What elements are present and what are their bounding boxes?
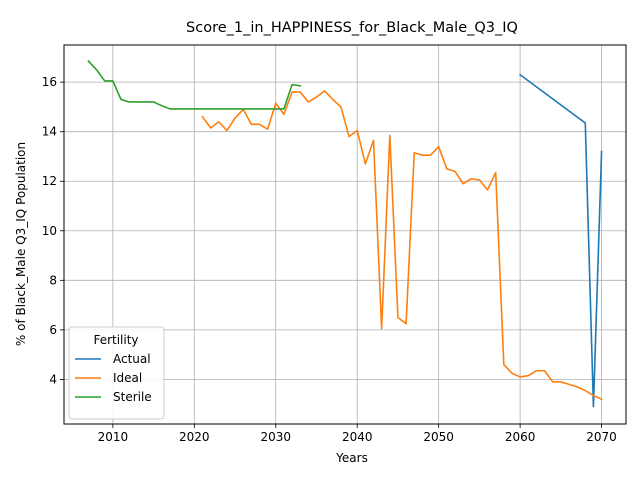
legend-label-ideal: Ideal <box>113 371 142 385</box>
y-tick-label: 6 <box>49 323 57 337</box>
y-axis-label: % of Black_Male Q3_IQ Population <box>14 142 28 346</box>
series-layer <box>87 59 603 408</box>
y-tick-label: 12 <box>42 174 57 188</box>
chart-title: Score_1_in_HAPPINESS_for_Black_Male_Q3_I… <box>186 20 518 36</box>
series-line-sterile <box>87 59 302 110</box>
legend: Fertility Actual Ideal Sterile <box>68 326 165 420</box>
series-line-ideal <box>201 90 603 401</box>
series-line-actual <box>519 73 603 408</box>
x-tick-label: 2070 <box>586 430 617 444</box>
x-axis-ticks: 2010 2020 2030 2040 2050 2060 2070 <box>98 424 617 444</box>
y-axis-ticks: 4 6 8 10 12 14 16 <box>42 75 64 386</box>
x-tick-label: 2040 <box>342 430 373 444</box>
y-tick-label: 16 <box>42 75 57 89</box>
legend-entries: Actual Ideal Sterile <box>75 352 152 404</box>
legend-label-actual: Actual <box>113 352 151 366</box>
y-tick-label: 8 <box>49 273 57 287</box>
x-tick-label: 2030 <box>260 430 291 444</box>
legend-label-sterile: Sterile <box>113 390 152 404</box>
x-tick-label: 2010 <box>98 430 129 444</box>
legend-box <box>68 326 165 420</box>
legend-title: Fertility <box>93 333 138 347</box>
x-tick-label: 2060 <box>505 430 536 444</box>
x-tick-label: 2050 <box>423 430 454 444</box>
y-tick-label: 14 <box>42 125 57 139</box>
x-tick-label: 2020 <box>179 430 210 444</box>
y-tick-label: 4 <box>49 372 57 386</box>
axes-frame <box>63 44 627 425</box>
y-tick-label: 10 <box>42 224 57 238</box>
x-axis-label: Years <box>335 451 368 465</box>
